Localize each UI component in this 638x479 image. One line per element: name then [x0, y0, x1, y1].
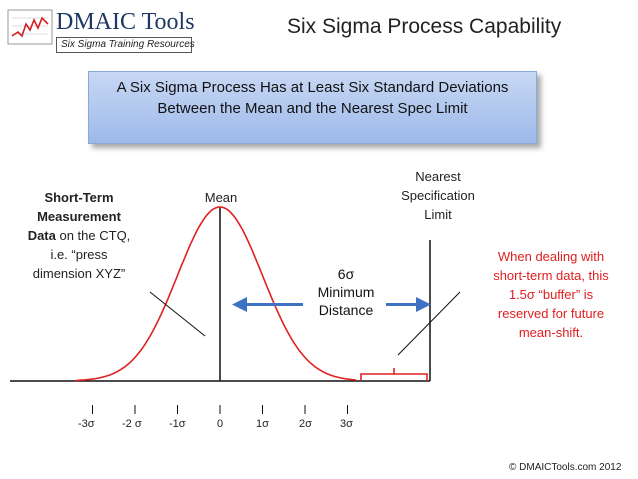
- tick-label-zero: 0: [217, 418, 224, 430]
- nsl-line-3: Limit: [424, 207, 452, 222]
- axis-ticks: [92, 405, 348, 414]
- buffer-warning-note: When dealing with short-term data, this …: [468, 247, 634, 342]
- tick-label-3sigma: 3σ: [340, 418, 353, 430]
- st-line-2: Measurement: [37, 209, 121, 224]
- warn-line-4: reserved for future: [497, 306, 605, 321]
- nsl-line-1: Nearest: [415, 169, 461, 184]
- st-line-1: Short-Term: [44, 190, 114, 205]
- logo-name: DMAIC Tools: [56, 9, 195, 35]
- tick-label-minus-1sigma: -1σ: [169, 418, 186, 430]
- tick-label-1sigma: 1σ: [256, 418, 269, 430]
- copyright: © DMAICTools.com 2012: [509, 462, 622, 473]
- logo: [6, 6, 196, 52]
- buffer-bracket: [360, 368, 428, 381]
- nearest-spec-limit-label: Nearest Specification Limit: [388, 167, 488, 224]
- normal-distribution-curve: [75, 206, 357, 382]
- st-line-3-bold: Data: [27, 228, 56, 243]
- mean-label: Mean: [204, 190, 238, 205]
- short-term-pointer-line: [149, 291, 206, 337]
- callout-box: A Six Sigma Process Has at Least Six Sta…: [88, 71, 537, 144]
- callout-line-2: Between the Mean and the Nearest Spec Li…: [157, 100, 468, 117]
- md-line-3: Distance: [318, 302, 374, 318]
- warn-line-5: mean-shift.: [518, 325, 584, 340]
- logo-tagline: Six Sigma Training Resources: [56, 37, 195, 53]
- left-arrow-icon: [232, 297, 247, 312]
- distance-arrows: [232, 297, 431, 312]
- warn-line-2: short-term data, this: [493, 268, 609, 283]
- short-term-data-label: Short-Term Measurement Data on the CTQ, …: [6, 188, 152, 283]
- md-line-1: 6σ: [337, 266, 355, 282]
- right-arrow-icon: [416, 297, 431, 312]
- warn-line-3: 1.5σ “buffer” is: [508, 287, 594, 302]
- st-line-5: dimension XYZ”: [32, 266, 126, 281]
- st-line-3-rest: on the CTQ,: [55, 228, 131, 243]
- warning-pointer-line: [397, 291, 461, 356]
- st-line-3: Data on the CTQ,: [6, 226, 152, 245]
- warn-line-1: When dealing with: [497, 249, 605, 264]
- st-line-4: i.e. “press: [50, 247, 108, 262]
- nsl-line-2: Specification: [401, 188, 475, 203]
- md-line-2: Minimum: [317, 284, 375, 300]
- page-title: Six Sigma Process Capability: [287, 15, 562, 38]
- tick-label-minus-2sigma: -2 σ: [122, 418, 142, 430]
- callout-line-1: A Six Sigma Process Has at Least Six Sta…: [116, 79, 509, 96]
- minimum-distance-label: 6σ Minimum Distance: [308, 265, 384, 319]
- tick-label-2sigma: 2σ: [299, 418, 312, 430]
- logo-mark-icon: [7, 9, 53, 45]
- tick-label-minus-3sigma: -3σ: [78, 418, 95, 430]
